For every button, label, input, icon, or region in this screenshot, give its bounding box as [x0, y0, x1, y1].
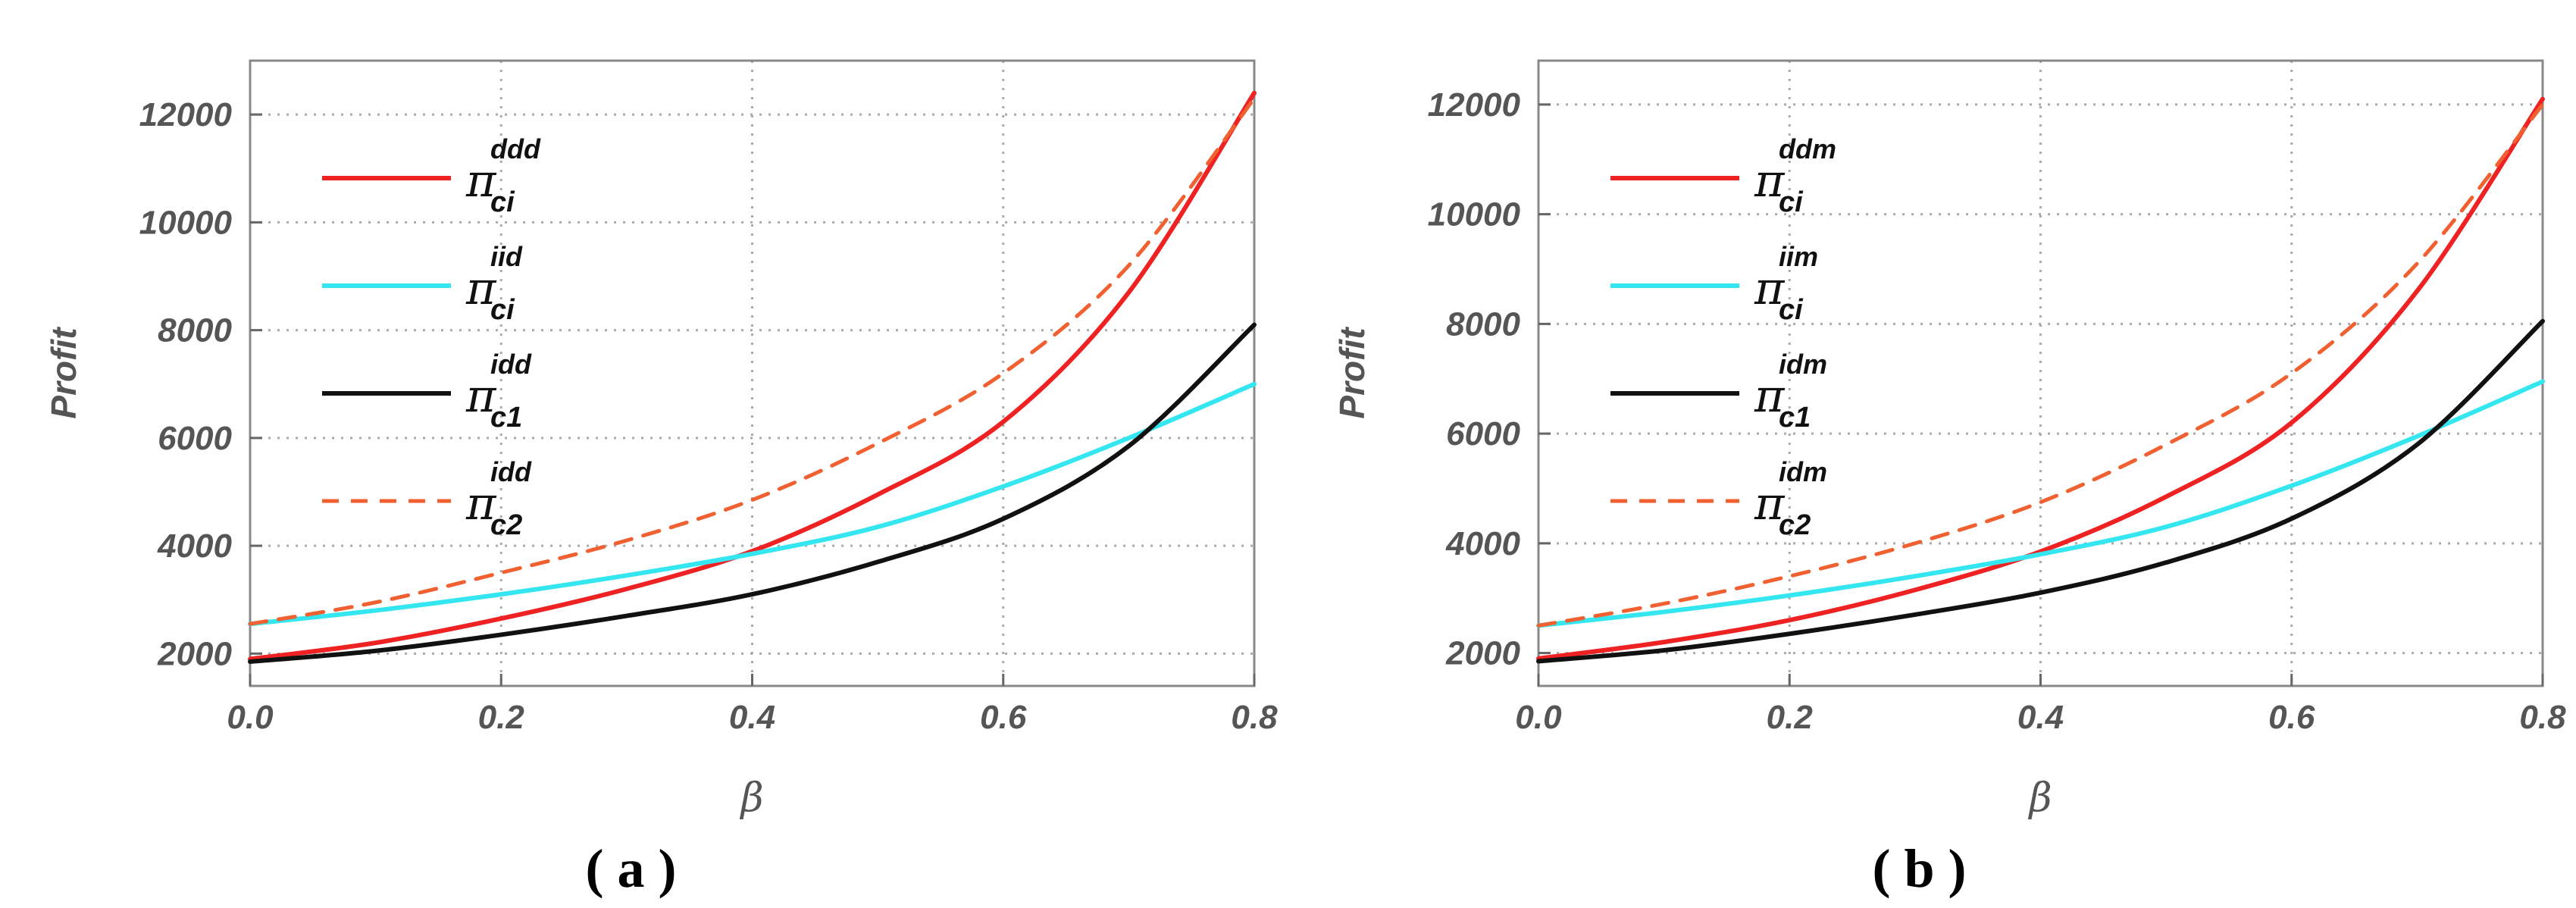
- legend-symbol: π: [465, 477, 497, 531]
- y-tick-label: 8000: [1446, 305, 1520, 343]
- series-line-ci-iid: [248, 381, 1257, 627]
- y-tick-label: 12000: [139, 96, 233, 133]
- y-tick-label: 6000: [158, 420, 232, 457]
- legend-subscript: ci: [1779, 294, 1804, 326]
- x-tick-label: 0.0: [1515, 699, 1562, 736]
- y-tick-label: 10000: [139, 204, 233, 241]
- legend-symbol: π: [465, 262, 497, 315]
- y-axis-label: Profit: [1332, 327, 1372, 419]
- x-tick-label: 0.2: [478, 699, 525, 736]
- x-tick-label: 0.4: [729, 699, 775, 736]
- y-tick-label: 10000: [1428, 196, 1521, 233]
- series-line-ci-iim: [1536, 379, 2545, 628]
- legend-superscript: iim: [1779, 241, 1818, 272]
- x-axis-label: β: [739, 775, 763, 821]
- grid-lines: [1537, 61, 2544, 686]
- chart-panel-a: 0.0 0.2 0.4 0.6 0.8 2000 4000 6000 8000 10000 1200…: [44, 59, 1278, 899]
- y-tick-label: 12000: [1428, 86, 1521, 124]
- legend-superscript: idd: [490, 456, 532, 487]
- x-tick-label: 0.8: [1231, 699, 1278, 736]
- x-axis-label: β: [2027, 775, 2052, 821]
- series-lines: [248, 90, 1257, 664]
- series-line-c1-idd: [248, 322, 1257, 664]
- legend-subscript: c2: [1779, 509, 1811, 541]
- legend-superscript: idm: [1779, 456, 1827, 487]
- x-tick-label: 0.8: [2519, 699, 2566, 736]
- chart-panel-b: 0.0 0.2 0.4 0.6 0.8 2000 4000 6000 8000 10000 1200…: [1332, 59, 2566, 899]
- legend-superscript: iid: [490, 241, 523, 272]
- grid-lines: [249, 61, 1256, 686]
- legend-superscript: idd: [490, 349, 532, 380]
- panel-caption: ( a ): [586, 838, 677, 899]
- y-tick-label: 4000: [157, 528, 232, 565]
- legend-symbol: π: [465, 155, 497, 208]
- legend-symbol: π: [1754, 155, 1786, 208]
- y-axis-label: Profit: [44, 327, 83, 419]
- legend-subscript: ci: [490, 186, 515, 218]
- series-line-c2-idd: [248, 96, 1257, 626]
- series-line-c2-idm: [1536, 102, 2545, 628]
- y-tick-label: 8000: [158, 312, 232, 349]
- legend-symbol: π: [1754, 370, 1786, 423]
- panel-caption: ( b ): [1873, 838, 1967, 899]
- series-line-ci-ddd: [248, 90, 1257, 662]
- x-tick-label: 0.0: [227, 699, 274, 736]
- legend-superscript: idm: [1779, 349, 1827, 380]
- legend-symbol: π: [465, 370, 497, 423]
- legend-subscript: c1: [490, 402, 522, 434]
- x-tick-label: 0.2: [1767, 699, 1814, 736]
- legend-subscript: c2: [490, 509, 522, 541]
- y-tick-label: 4000: [1445, 525, 1520, 562]
- y-tick-label: 6000: [1446, 415, 1520, 452]
- legend-subscript: ci: [1779, 186, 1804, 218]
- y-tick-label: 2000: [157, 635, 232, 672]
- legend-superscript: ddm: [1779, 133, 1836, 164]
- legend-subscript: c1: [1779, 402, 1811, 434]
- series-lines: [1536, 96, 2545, 664]
- x-tick-label: 0.6: [980, 699, 1027, 736]
- legend-symbol: π: [1754, 262, 1786, 315]
- series-line-c1-idm: [1536, 318, 2545, 664]
- x-tick-label: 0.6: [2268, 699, 2315, 736]
- legend-superscript: ddd: [490, 133, 541, 164]
- legend-symbol: π: [1754, 477, 1786, 531]
- legend-subscript: ci: [490, 294, 515, 326]
- series-line-ci-ddm: [1536, 96, 2545, 661]
- y-tick-label: 2000: [1445, 635, 1520, 672]
- x-tick-label: 0.4: [2017, 699, 2064, 736]
